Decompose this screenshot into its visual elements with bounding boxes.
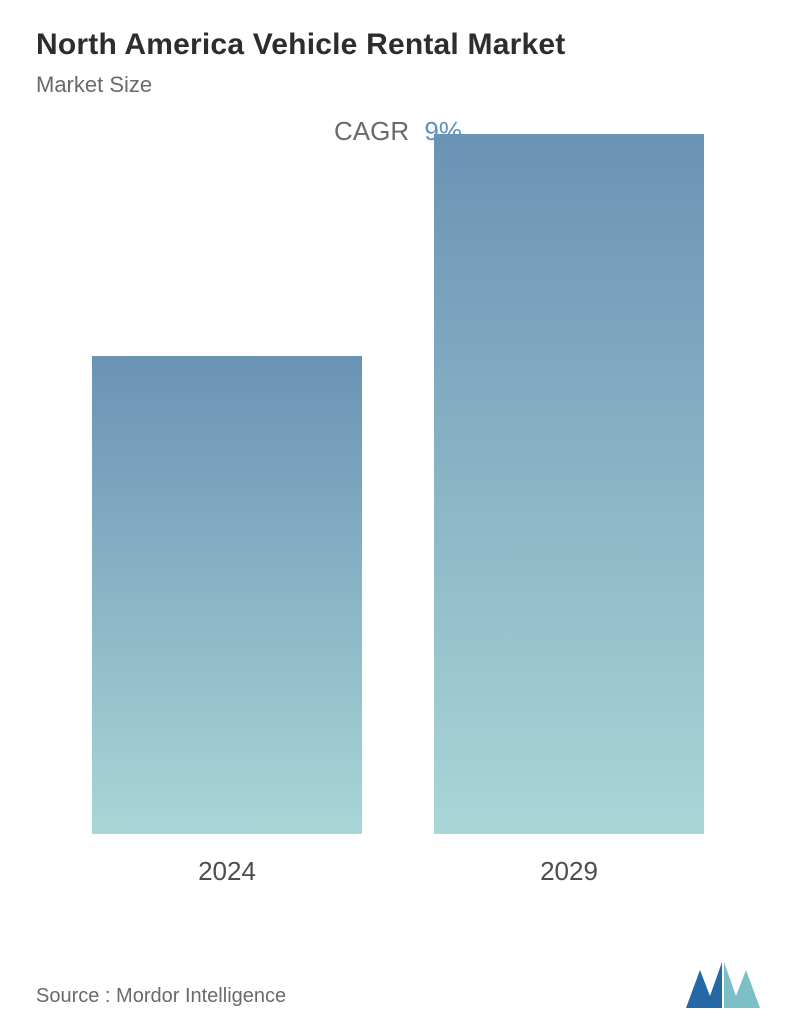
bar-chart: 2024 2029: [36, 177, 760, 887]
cagr-label: CAGR: [334, 116, 409, 146]
bar-group: 2024: [87, 356, 367, 887]
logo-shape-right: [724, 962, 760, 1008]
mordor-logo-icon: [686, 960, 760, 1008]
footer: Source : Mordor Intelligence: [36, 960, 760, 1008]
bar-label: 2029: [540, 856, 598, 887]
bar-2029: [434, 134, 704, 834]
source-text: Source : Mordor Intelligence: [36, 985, 286, 1008]
chart-subtitle: Market Size: [36, 72, 760, 98]
bar-group: 2029: [429, 134, 709, 887]
bar-label: 2024: [198, 856, 256, 887]
chart-title: North America Vehicle Rental Market: [36, 28, 760, 62]
bar-2024: [92, 356, 362, 834]
logo-shape-left: [686, 962, 722, 1008]
